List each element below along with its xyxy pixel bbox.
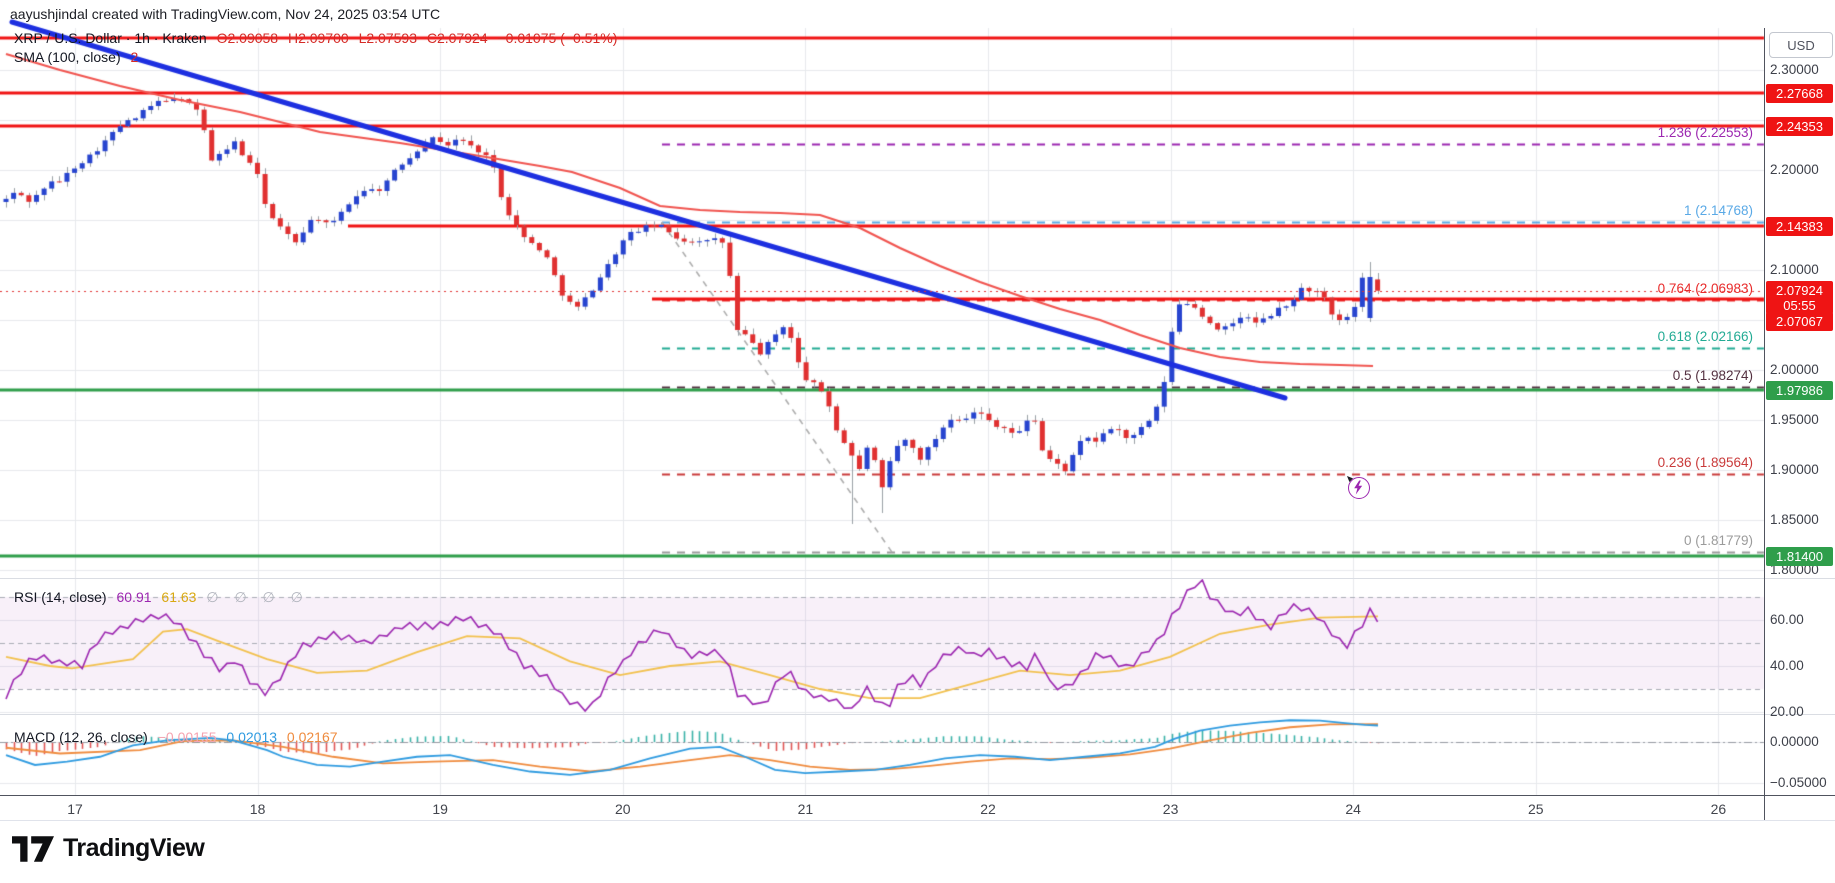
current-price-value: 2.07924	[1776, 282, 1823, 298]
fib-level-label: 0.236 (1.89564)	[1657, 455, 1753, 471]
lightning-marker[interactable]	[1345, 474, 1371, 500]
lightning-icon	[1347, 476, 1363, 495]
rsi-empty-values: ∅ ∅ ∅ ∅	[206, 589, 309, 605]
day-label: 26	[1710, 801, 1727, 817]
day-label: 21	[797, 801, 814, 817]
price-line-label[interactable]: 2.14383	[1766, 216, 1833, 236]
price-tick: 2.20000	[1770, 162, 1819, 177]
price-tick: 2.00000	[1770, 362, 1819, 377]
rsi-tick: 40.00	[1770, 658, 1804, 673]
day-label: 23	[1162, 801, 1179, 817]
macd-signal-value: 0.02167	[286, 729, 338, 745]
ohlc-high: H2.09700	[287, 30, 349, 46]
macd-legend[interactable]: MACD (12, 26, close) −0.00155 0.02013 0.…	[14, 729, 344, 745]
rsi-label[interactable]: RSI (14, close)	[14, 589, 107, 605]
price-tick: 1.80000	[1770, 562, 1819, 577]
day-label: 20	[615, 801, 631, 817]
day-label: 18	[249, 801, 266, 817]
ohlc-low: L2.07593	[358, 30, 417, 46]
day-label: 19	[432, 801, 448, 817]
macd-hist-value: −0.00155	[157, 729, 217, 745]
sma-legend[interactable]: SMA (100, close) 2	[14, 49, 144, 65]
price-tick: 1.90000	[1770, 462, 1819, 477]
macd-label[interactable]: MACD (12, 26, close)	[14, 729, 148, 745]
fib-level-label: 0 (1.81779)	[1683, 533, 1753, 549]
time-axis-border	[0, 795, 1835, 796]
rsi-macd-separator[interactable]	[0, 714, 1835, 715]
rsi-legend[interactable]: RSI (14, close) 60.91 61.63 ∅ ∅ ∅ ∅	[14, 589, 315, 606]
macd-line-value: 0.02013	[226, 729, 278, 745]
rsi-ma-value: 61.63	[161, 589, 197, 605]
price-line-label[interactable]: 1.97986	[1766, 380, 1833, 400]
bar-countdown: 05:55	[1783, 297, 1816, 313]
currency-toggle[interactable]: USD	[1769, 32, 1833, 58]
day-label: 22	[980, 801, 996, 817]
rsi-tick: 60.00	[1770, 612, 1804, 627]
day-label: 25	[1528, 801, 1544, 817]
current-price-label[interactable]: 2.07924 05:55	[1766, 281, 1833, 315]
price-tick: 2.10000	[1770, 262, 1819, 277]
rsi-tick: 20.00	[1770, 704, 1804, 719]
price-axis-border[interactable]	[1764, 28, 1765, 820]
sma-value: 2	[130, 49, 139, 65]
tradingview-logo-icon	[12, 835, 54, 862]
ohlc-close: C2.07924	[426, 30, 488, 46]
fib-level-label: 0.5 (1.98274)	[1672, 368, 1753, 384]
main-rsi-separator[interactable]	[0, 578, 1835, 579]
fib-level-label: 1 (2.14768)	[1683, 203, 1753, 219]
tradingview-logo[interactable]: TradingView	[12, 834, 205, 863]
brand-name: TradingView	[63, 834, 205, 862]
symbol-title[interactable]: XRP / U.S. Dollar · 1h · Kraken	[14, 30, 207, 46]
price-line-label[interactable]: 2.24353	[1766, 116, 1833, 136]
sma-label[interactable]: SMA (100, close)	[14, 49, 121, 65]
fib-level-label: 1.236 (2.22553)	[1657, 125, 1753, 141]
change-value: −0.01075 (−0.51%)	[497, 30, 618, 46]
price-tick: 1.95000	[1770, 412, 1819, 427]
day-label: 24	[1345, 801, 1361, 817]
price-line-label[interactable]: 1.81400	[1766, 546, 1833, 566]
symbol-legend[interactable]: XRP / U.S. Dollar · 1h · Kraken O2.09058…	[14, 30, 623, 46]
price-tick: 2.30000	[1770, 62, 1819, 77]
macd-tick: −0.05000	[1770, 775, 1827, 790]
fib-level-label: 0.764 (2.06983)	[1657, 281, 1753, 297]
price-tick: 1.85000	[1770, 512, 1819, 527]
price-line-label[interactable]: 2.27668	[1766, 83, 1833, 103]
ohlc-open: O2.09058	[216, 30, 279, 46]
chart-bottom-border	[0, 820, 1835, 821]
day-label: 17	[67, 801, 83, 817]
macd-tick: 0.00000	[1770, 734, 1819, 749]
rsi-value: 60.91	[116, 589, 152, 605]
currency-label: USD	[1787, 37, 1815, 53]
fib-level-label: 0.618 (2.02166)	[1657, 329, 1753, 345]
price-line-label[interactable]: 2.07067	[1766, 311, 1833, 331]
